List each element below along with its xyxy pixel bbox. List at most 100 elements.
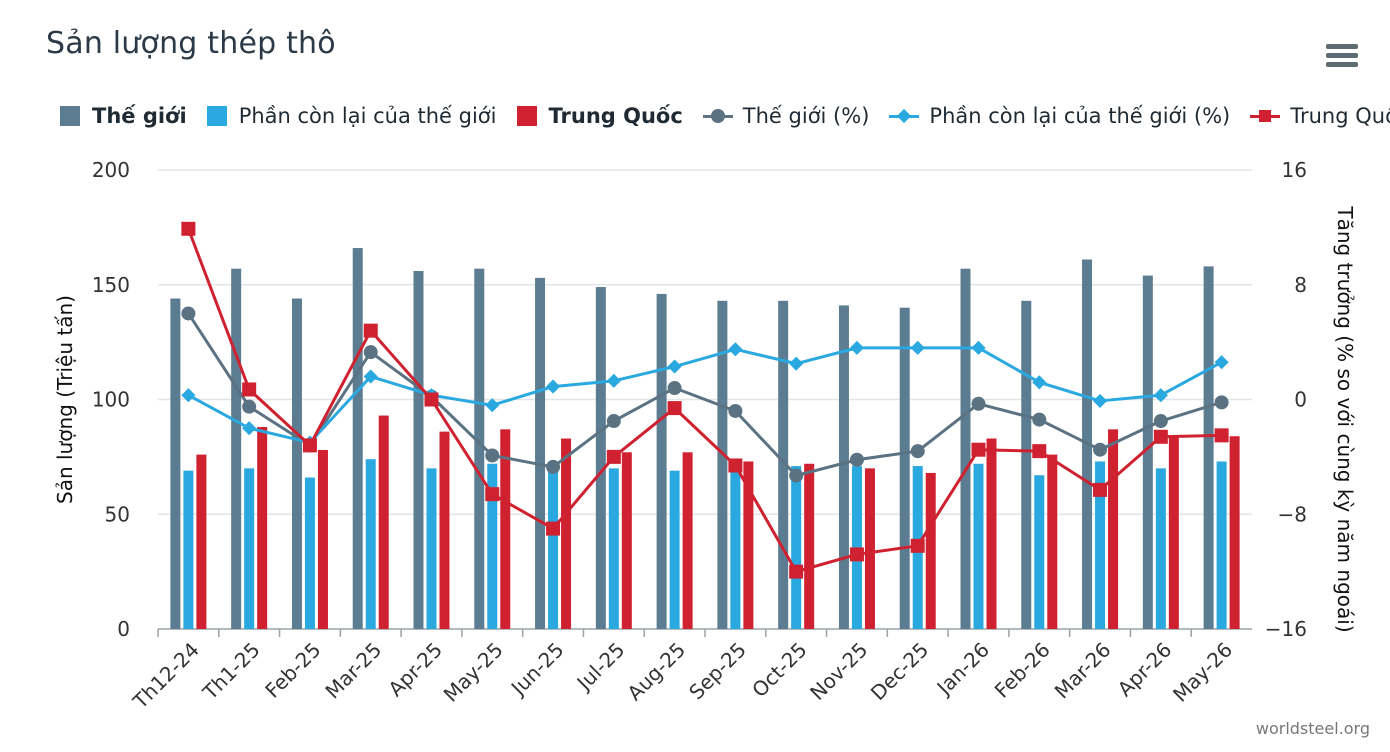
y2-tick-label: 16 [1282,158,1307,182]
y-tick-label: 0 [117,617,130,641]
x-tick-label: Sep-25 [684,638,751,705]
bar-2 [1216,461,1227,629]
point-square [971,442,986,457]
point-diamond [181,388,196,403]
bar-2 [426,468,437,629]
bar-1 [717,300,728,629]
legend-item-2[interactable]: Phần còn lại của thế giới [206,104,497,128]
point-square [242,382,257,397]
bar-3 [1229,436,1240,629]
point-circle [728,403,743,418]
legend-item-6[interactable]: Trung Quốc (%) [1250,104,1390,128]
point-diamond [485,398,500,413]
y-tick-label: 150 [92,273,130,297]
point-circle [606,414,621,429]
bar-1 [291,298,302,629]
point-square [667,401,682,416]
point-circle [485,448,500,463]
bar-1 [1142,275,1153,629]
x-tick-label: Jul-25 [571,638,630,697]
bar-2 [304,477,315,629]
bar-2 [608,468,619,629]
point-square [910,538,925,553]
point-diamond [363,369,378,384]
point-diamond [728,342,743,357]
x-tick-label: Oct-25 [747,638,812,703]
point-square [1214,428,1229,443]
bar-3 [864,468,875,629]
point-square [485,487,500,502]
point-diamond [242,421,257,436]
x-tick-label: Jun-25 [505,638,569,702]
legend-item-4[interactable]: Thế giới (%) [702,104,870,128]
point-circle [971,396,986,411]
point-square [1032,444,1047,459]
point-circle [849,452,864,467]
legend-swatch [206,106,227,126]
y2-tick-label: −16 [1265,617,1307,641]
point-diamond [789,356,804,371]
bar-1 [231,268,242,629]
x-tick-label: Aug-25 [622,638,690,706]
bar-3 [378,415,389,629]
point-square [181,221,196,236]
y-tick-label: 200 [92,158,130,182]
point-square [546,521,561,536]
point-square [849,547,864,562]
bar-3 [682,452,693,629]
source-credit[interactable]: worldsteel.org [1255,719,1370,738]
bar-3 [317,449,328,629]
hamburger-menu-icon[interactable] [1324,42,1360,70]
y2-tick-label: −8 [1278,502,1307,526]
x-tick-label: Feb-26 [990,638,1055,703]
series-line-3 [186,228,1222,574]
bar-2 [244,468,255,629]
legend-label: Thế giới (%) [742,104,870,128]
bar-2 [1155,468,1166,629]
bar-1 [838,305,849,629]
bar-2 [791,466,802,629]
bar-1 [960,268,971,629]
point-diamond [971,340,986,355]
point-circle [789,468,804,483]
point-circle [546,459,561,474]
legend-line-diamond-icon [889,106,920,126]
point-diamond [606,373,621,388]
bar-3 [1047,454,1058,629]
bar-1 [899,307,910,629]
x-tick-label: Feb-25 [260,638,325,703]
bar-2 [1034,475,1045,629]
x-tick-label: Dec-25 [866,638,933,705]
point-square [424,392,439,407]
y2-tick-label: 0 [1294,388,1307,412]
bar-2 [730,466,741,629]
bar-3 [500,429,511,629]
bar-3 [196,454,207,629]
point-square [302,438,317,453]
point-circle [1214,395,1229,410]
legend-item-1[interactable]: Thế giới [60,104,187,128]
point-diamond [1153,388,1168,403]
point-square [728,458,743,473]
legend-label: Phần còn lại của thế giới [238,104,497,128]
bar-3 [804,463,815,629]
chart-legend: Thế giới Phần còn lại của thế giới Trung Q… [60,104,1390,128]
bar-3 [1168,436,1179,629]
x-tick-label: Nov-25 [805,638,872,705]
point-circle [667,381,682,396]
legend-item-5[interactable]: Phần còn lại của thế giới (%) [889,104,1230,128]
legend-item-3[interactable]: Trung Quốc [516,104,683,128]
x-tick-label: Jan-26 [931,638,994,701]
x-tick-label: Mar-26 [1050,638,1116,704]
point-diamond [1214,355,1229,370]
legend-label: Trung Quốc [548,104,683,128]
bar-1 [595,287,606,629]
bar-3 [439,431,450,629]
bar-2 [669,470,680,629]
bar-3 [621,452,632,629]
point-diamond [849,340,865,355]
point-circle [363,345,378,360]
series-line-1 [187,312,1223,478]
bar-1 [656,293,667,629]
